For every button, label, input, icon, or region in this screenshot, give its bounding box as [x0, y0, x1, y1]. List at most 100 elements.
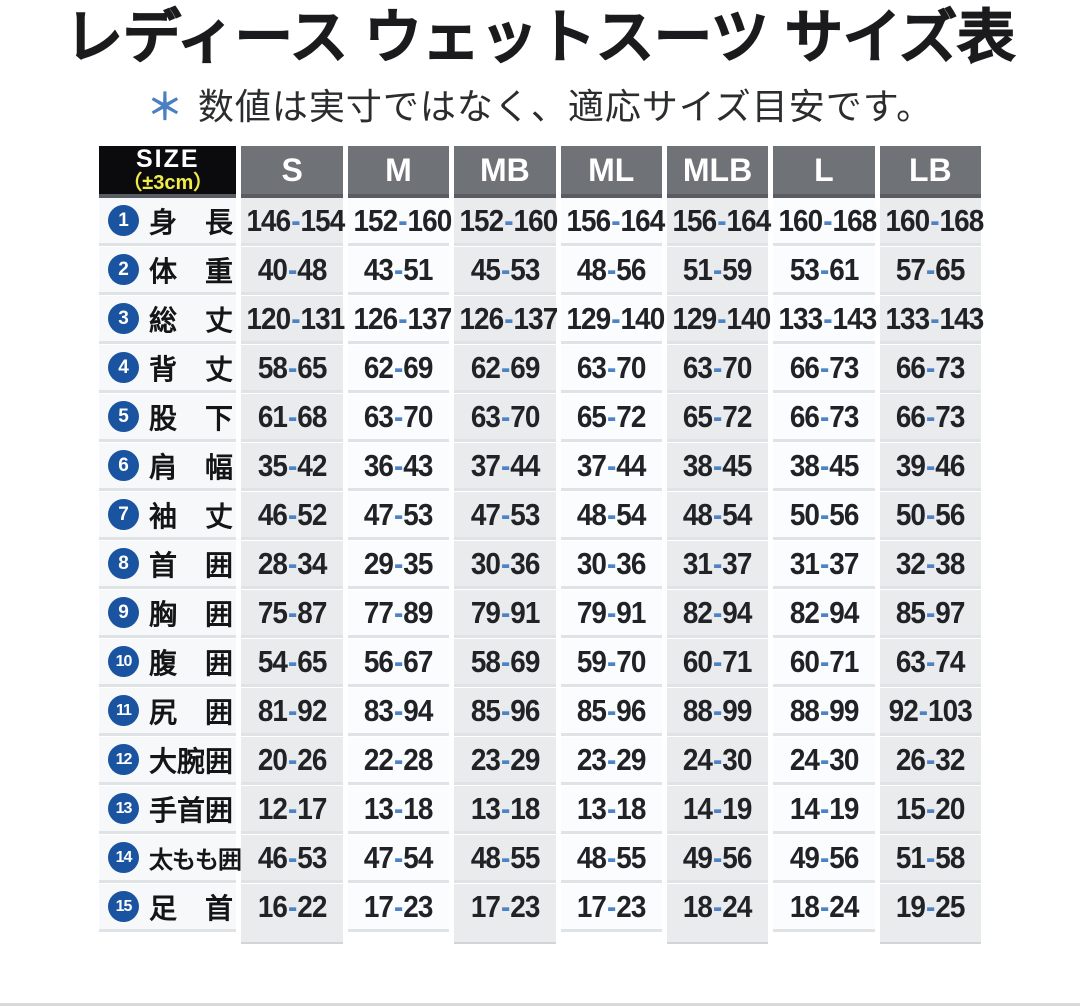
cell-ml-row2: 48-56: [560, 247, 662, 293]
column-header-mlb: MLB: [666, 146, 769, 195]
cell-lb-row9: 85-97: [879, 590, 981, 636]
row-number-badge: 3: [108, 303, 139, 335]
row-number-badge: 4: [108, 352, 139, 384]
cell-lb-row5: 66-73: [879, 394, 981, 440]
cell-l-row2: 53-61: [773, 247, 875, 293]
row-number-badge: 14: [108, 842, 139, 874]
row-label-cell-9: 9 胸 囲: [99, 590, 237, 636]
cell-mb-row6: 37-44: [454, 443, 556, 489]
cell-ml-row14: 48-55: [560, 835, 662, 881]
table-row-13: 13 手首囲 12-17 13-18 13-18 13-18 14-19 14-19 15-20: [99, 786, 981, 832]
column-header-s: S: [241, 146, 343, 195]
column-header-ml: ML: [560, 146, 662, 195]
cell-s-row14: 46-53: [241, 835, 343, 881]
cell-m-row2: 43-51: [347, 247, 450, 293]
row-label-cell-15: 15 足 首: [99, 884, 237, 930]
column-header-m: M: [347, 146, 450, 195]
cell-l-row13: 14-19: [773, 786, 875, 832]
cell-ml-row7: 48-54: [560, 492, 662, 538]
row-number-badge: 7: [108, 499, 139, 531]
note-asterisk: ＊: [146, 86, 184, 128]
column-header-lb: LB: [879, 146, 981, 195]
row-number-badge: 12: [108, 744, 139, 776]
row-label-text: 体 重: [149, 255, 234, 287]
cell-mb-row14: 48-55: [454, 835, 556, 881]
cell-s-row1: 146-154: [241, 198, 346, 244]
row-label-text: 袖 丈: [149, 500, 234, 532]
cell-mb-row9: 79-91: [454, 590, 556, 636]
tail-s: [241, 933, 343, 943]
cell-ml-row5: 65-72: [560, 394, 662, 440]
tail-mlb: [666, 933, 769, 943]
cell-m-row1: 152-160: [347, 198, 452, 244]
row-label-text: 足 首: [149, 892, 234, 924]
cell-mlb-row4: 63-70: [666, 345, 769, 391]
table-row-15: 15 足 首 16-22 17-23 17-23 17-23 18-24 18-24 19-25: [99, 884, 981, 930]
table-bottom-edge: [99, 933, 981, 943]
size-corner-header: SIZE （±3cm）: [99, 146, 237, 195]
cell-mlb-row15: 18-24: [666, 884, 769, 930]
cell-ml-row9: 79-91: [560, 590, 662, 636]
cell-s-row13: 12-17: [241, 786, 343, 832]
column-header-l: L: [773, 146, 875, 195]
row-label-cell-1: 1 身 長: [99, 198, 237, 244]
cell-ml-row13: 13-18: [560, 786, 662, 832]
row-label-text: 肩 幅: [149, 451, 234, 483]
cell-s-row12: 20-26: [241, 737, 343, 783]
cell-s-row4: 58-65: [241, 345, 343, 391]
cell-m-row13: 13-18: [347, 786, 450, 832]
cell-mlb-row10: 60-71: [666, 639, 769, 685]
cell-ml-row1: 156-164: [560, 198, 665, 244]
cell-l-row1: 160-168: [773, 198, 877, 244]
cell-mb-row8: 30-36: [454, 541, 556, 587]
row-label-cell-14: 14 太もも囲: [99, 835, 242, 881]
row-label-text: 尻 囲: [149, 696, 234, 728]
cell-s-row11: 81-92: [241, 688, 343, 734]
cell-mlb-row7: 48-54: [666, 492, 769, 538]
cell-l-row14: 49-56: [773, 835, 875, 881]
cell-mlb-row8: 31-37: [666, 541, 769, 587]
cell-lb-row14: 51-58: [879, 835, 981, 881]
size-header-tolerance: （±3cm）: [122, 172, 214, 195]
row-label-text: 総 丈: [149, 304, 234, 336]
cell-s-row10: 54-65: [241, 639, 343, 685]
cell-mb-row12: 23-29: [454, 737, 556, 783]
cell-m-row8: 29-35: [347, 541, 450, 587]
row-label-cell-5: 5 股 下: [99, 394, 237, 440]
row-number-badge: 6: [108, 450, 139, 482]
table-header-row: SIZE （±3cm） S M MB ML MLB L LB: [99, 146, 981, 195]
row-label-cell-3: 3 総 丈: [99, 296, 237, 342]
cell-mlb-row14: 49-56: [666, 835, 769, 881]
row-label-text: 胸 囲: [149, 598, 234, 630]
table-row-10: 10 腹 囲 54-65 56-67 58-69 59-70 60-71 60-71 63-74: [99, 639, 981, 685]
cell-m-row4: 62-69: [347, 345, 450, 391]
cell-mb-row4: 62-69: [454, 345, 556, 391]
cell-mlb-row2: 51-59: [666, 247, 769, 293]
row-number-badge: 15: [108, 891, 139, 923]
cell-lb-row8: 32-38: [879, 541, 981, 587]
cell-l-row15: 18-24: [773, 884, 875, 930]
cell-mb-row15: 17-23: [454, 884, 556, 930]
cell-l-row4: 66-73: [773, 345, 875, 391]
row-label-text: 腹 囲: [149, 647, 234, 679]
cell-mb-row11: 85-96: [454, 688, 556, 734]
cell-mb-row13: 13-18: [454, 786, 556, 832]
row-number-badge: 5: [108, 401, 139, 433]
cell-mlb-row9: 82-94: [666, 590, 769, 636]
cell-ml-row6: 37-44: [560, 443, 662, 489]
cell-s-row5: 61-68: [241, 394, 343, 440]
cell-lb-row7: 50-56: [879, 492, 981, 538]
cell-s-row2: 40-48: [241, 247, 343, 293]
cell-l-row10: 60-71: [773, 639, 875, 685]
cell-m-row14: 47-54: [347, 835, 450, 881]
row-label-text: 太もも囲: [149, 847, 242, 875]
table-row-12: 12 大腕囲 20-26 22-28 23-29 23-29 24-30 24-30 26-32: [99, 737, 981, 783]
cell-lb-row11: 92-103: [879, 688, 981, 734]
cell-mb-row2: 45-53: [454, 247, 556, 293]
cell-l-row6: 38-45: [773, 443, 875, 489]
